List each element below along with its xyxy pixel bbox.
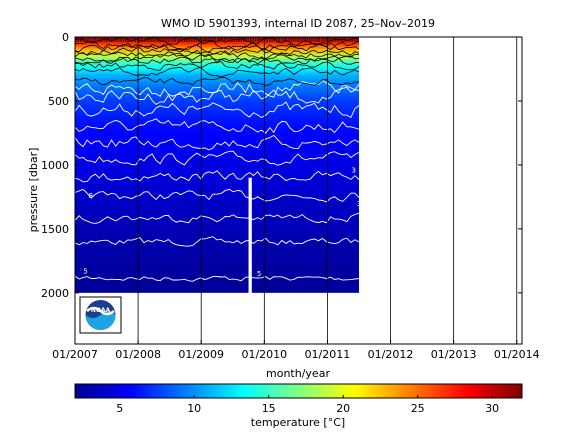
x-tick-label: 01/2010 [241, 348, 287, 361]
contour-line [75, 52, 360, 63]
contour-label: 8 [89, 192, 93, 200]
contour-line [75, 170, 360, 183]
contour-line [75, 79, 360, 98]
contour-line [75, 50, 360, 60]
y-tick-label: 1000 [41, 159, 69, 172]
temperature-section [75, 37, 359, 293]
svg-text:NOAA: NOAA [91, 307, 111, 314]
plot-area: 3 5 5 8 3 01/2007 01/2008 01/2009 01/2010 01/201… [41, 31, 540, 361]
colorbar-tick-label: 15 [262, 402, 276, 415]
contour-line [75, 236, 360, 247]
contour-line [75, 188, 360, 203]
y-axis-label: pressure [dbar] [27, 148, 40, 233]
x-tick-label: 01/2014 [494, 348, 540, 361]
x-tick-label: 01/2007 [52, 348, 98, 361]
contour-line [75, 39, 360, 50]
colorbar: 5 10 15 20 25 30 temperature [°C] [74, 383, 523, 429]
x-tick-label: 01/2011 [305, 348, 351, 361]
y-tick-label: 500 [48, 95, 69, 108]
contour-line [75, 134, 360, 151]
colorbar-tick-label: 20 [336, 402, 350, 415]
contour-line [75, 275, 360, 282]
contour-line [75, 101, 360, 119]
contour-line [75, 118, 360, 134]
chart-title: WMO ID 5901393, internal ID 2087, 25–Nov… [161, 17, 435, 30]
noaa-logo: NOAA [79, 296, 122, 334]
colorbar-tick-label: 30 [485, 402, 499, 415]
y-tick-label: 1500 [41, 223, 69, 236]
contour-line [75, 47, 360, 56]
colorbar-tick-label: 5 [116, 402, 123, 415]
contour-line [75, 43, 360, 54]
x-tick-label: 01/2009 [178, 348, 224, 361]
contour-line [75, 212, 360, 224]
contour-label: 3 [351, 167, 355, 175]
colorbar-label: temperature [°C] [251, 416, 345, 429]
plot-frame [74, 36, 523, 345]
contour-label: 3 [357, 200, 361, 208]
contour-line [75, 66, 360, 78]
x-tick-label: 01/2012 [368, 348, 414, 361]
contour-line [75, 77, 360, 86]
contour-line [75, 150, 360, 166]
contour-label: 5 [257, 270, 261, 278]
x-tick-label: 01/2008 [115, 348, 161, 361]
x-axis-label: month/year [266, 367, 330, 380]
colorbar-tick-label: 10 [187, 402, 201, 415]
y-tick-label: 0 [62, 31, 69, 44]
x-tick-label: 01/2013 [431, 348, 477, 361]
data-gap [248, 177, 252, 294]
contour-label: 5 [83, 268, 87, 276]
colorbar-gradient [74, 383, 523, 399]
y-tick-label: 2000 [41, 287, 69, 300]
colorbar-tick-label: 25 [411, 402, 425, 415]
